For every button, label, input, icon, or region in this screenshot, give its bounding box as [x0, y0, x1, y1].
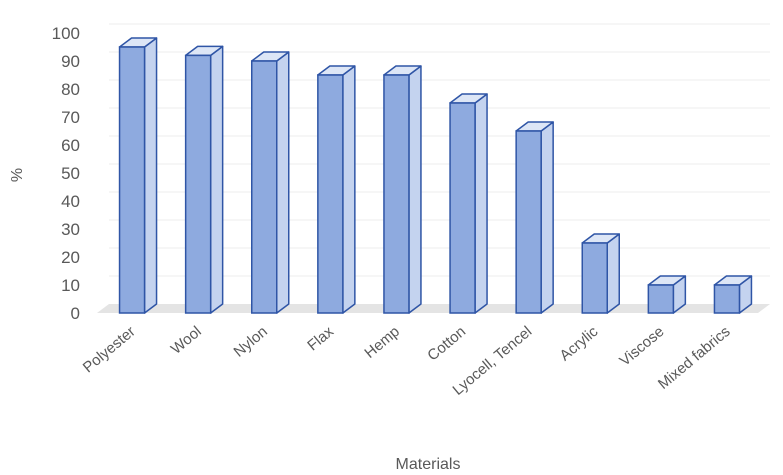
bar — [647, 275, 687, 314]
bar-side — [276, 51, 290, 314]
x-tick-label: Acrylic — [557, 323, 602, 365]
x-tick-label: Nylon — [231, 323, 271, 361]
bar-front — [713, 284, 741, 314]
x-tick-label: Cotton — [424, 323, 469, 364]
x-tick-label: Hemp — [361, 323, 403, 362]
x-tick-label: Flax — [304, 323, 337, 355]
y-tick-label: 60 — [61, 136, 80, 155]
bar-front — [317, 74, 344, 314]
y-tick-label: 20 — [61, 248, 80, 267]
y-tick-label: 10 — [61, 276, 80, 295]
y-tick-label: 40 — [61, 192, 80, 211]
bar-front — [184, 54, 212, 314]
bar — [713, 275, 753, 314]
bar-front — [581, 242, 608, 314]
bar-side — [474, 93, 488, 314]
bar-side — [209, 45, 224, 314]
bar-side — [408, 65, 422, 314]
bar-front — [515, 130, 542, 314]
bar — [515, 121, 554, 314]
y-tick-label: 80 — [61, 80, 80, 99]
y-axis-ticks: 0 10 20 30 40 50 60 70 80 90 100 — [52, 24, 80, 323]
bar-side — [143, 37, 158, 314]
x-tick-label: Mixed fabrics — [655, 323, 734, 393]
bar-front — [449, 102, 476, 314]
bar-front — [383, 74, 410, 314]
bars — [118, 37, 753, 314]
bar-side — [342, 65, 356, 314]
bar — [383, 65, 422, 314]
y-tick-label: 100 — [52, 24, 80, 43]
bar — [118, 37, 158, 314]
bar — [317, 65, 356, 314]
bar — [184, 45, 224, 314]
x-tick-label: Polyester — [80, 323, 139, 376]
x-tick-label: Viscose — [616, 323, 667, 370]
bar — [581, 233, 620, 314]
bar-front — [118, 46, 146, 314]
x-axis-categories: Polyester Wool Nylon Flax Hemp CottonLyocell,… — [80, 323, 734, 399]
y-tick-label: 90 — [61, 52, 80, 71]
x-tick-label: Wool — [168, 323, 205, 358]
bar-side — [540, 121, 554, 314]
y-tick-label: 70 — [61, 108, 80, 127]
y-axis-title: % — [9, 168, 26, 182]
bar — [449, 93, 488, 314]
y-tick-label: 0 — [71, 304, 80, 323]
y-tick-label: 50 — [61, 164, 80, 183]
bar-front — [647, 284, 675, 314]
y-tick-label: 30 — [61, 220, 80, 239]
bar-side — [606, 233, 620, 314]
bar-front — [251, 60, 278, 314]
bar — [251, 51, 290, 314]
x-axis-title: Materials — [396, 456, 461, 473]
